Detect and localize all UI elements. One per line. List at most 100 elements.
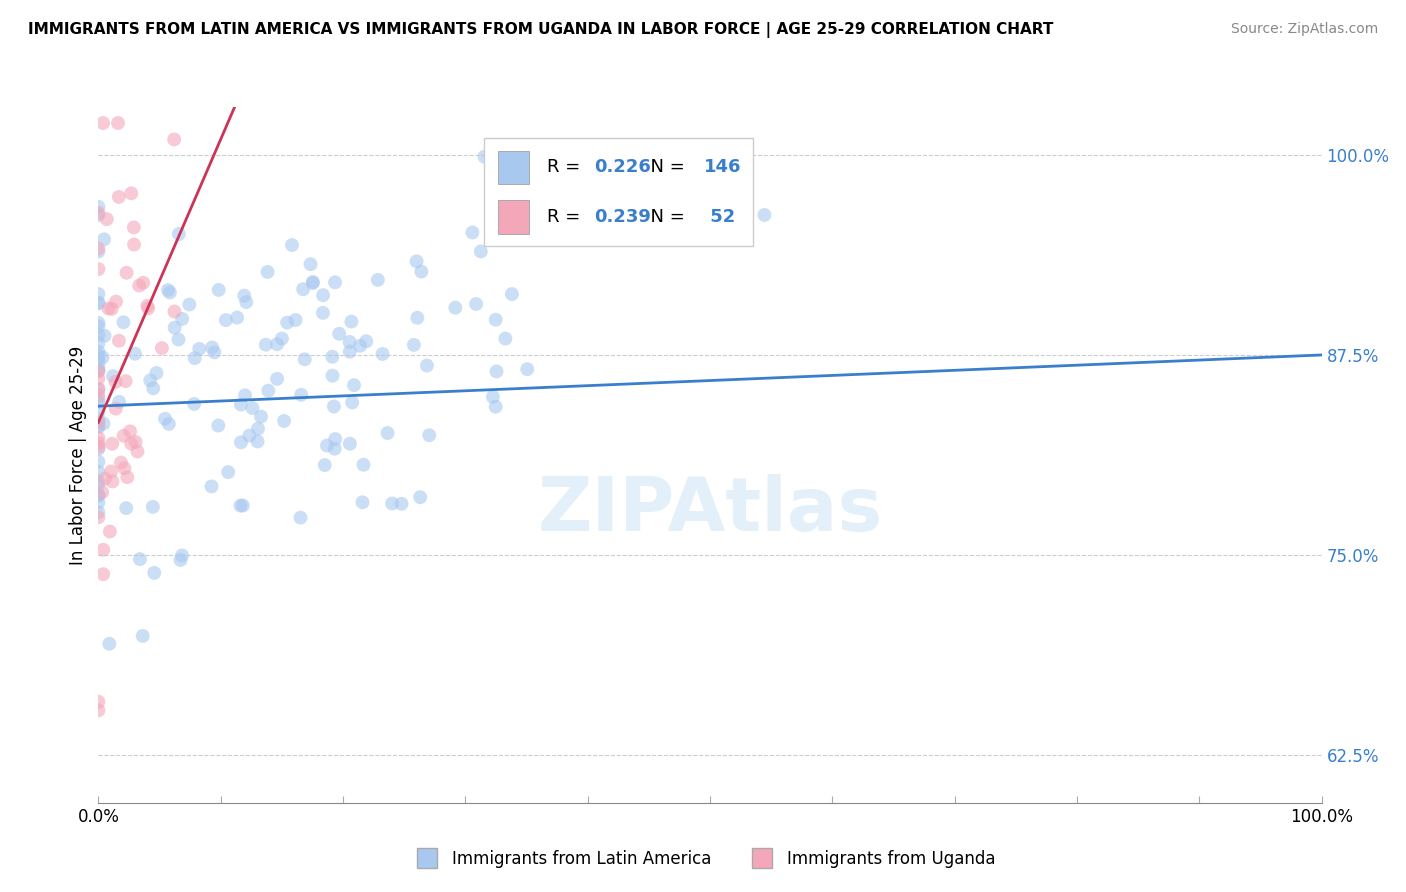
Point	[87, 510, 110, 524]
Point	[87, 488, 110, 502]
Point	[104, 401, 127, 416]
Point	[229, 397, 252, 411]
Point	[470, 244, 492, 259]
Point	[200, 479, 222, 493]
Point	[122, 237, 145, 252]
Point	[323, 275, 346, 289]
Point	[87, 695, 110, 709]
Point	[87, 357, 110, 371]
Point	[167, 227, 190, 241]
Point	[316, 438, 339, 452]
Point	[87, 352, 110, 367]
Point	[91, 542, 114, 557]
Point	[179, 297, 201, 311]
Point	[87, 244, 110, 259]
Point	[339, 334, 361, 349]
Point	[98, 524, 121, 539]
Point	[87, 316, 110, 330]
Point	[128, 278, 150, 293]
Point	[87, 328, 110, 343]
Point	[201, 341, 224, 355]
Point	[108, 394, 131, 409]
Point	[217, 465, 239, 479]
Point	[207, 418, 229, 433]
Point	[120, 436, 142, 450]
Point	[371, 347, 394, 361]
Text: 0.239: 0.239	[593, 208, 651, 226]
Point	[238, 428, 260, 442]
Point	[163, 320, 186, 334]
Point	[170, 549, 193, 563]
Point	[87, 455, 110, 469]
Point	[381, 496, 404, 510]
Point	[343, 378, 366, 392]
Point	[87, 336, 110, 351]
Point	[93, 328, 115, 343]
Point	[233, 288, 256, 302]
Point	[115, 266, 138, 280]
Point	[340, 314, 363, 328]
Point	[143, 566, 166, 580]
Point	[202, 345, 225, 359]
Point	[87, 505, 110, 519]
Point	[163, 132, 186, 146]
Point	[474, 150, 496, 164]
Point	[276, 316, 298, 330]
Point	[87, 383, 110, 397]
Point	[159, 285, 181, 300]
Point	[91, 485, 114, 500]
Point	[87, 440, 110, 454]
Point	[87, 488, 110, 502]
Point	[284, 313, 307, 327]
Point	[416, 359, 439, 373]
Point	[292, 282, 315, 296]
Point	[100, 301, 122, 316]
Point	[117, 470, 139, 484]
Text: 146: 146	[704, 159, 741, 177]
Point	[754, 208, 776, 222]
Point	[229, 435, 252, 450]
Point	[323, 400, 346, 414]
Point	[112, 429, 135, 443]
Point	[391, 497, 413, 511]
Point	[136, 301, 159, 316]
Point	[301, 276, 323, 290]
Point	[281, 238, 304, 252]
Text: 52: 52	[704, 208, 735, 226]
Point	[87, 319, 110, 334]
Point	[257, 384, 280, 398]
Point	[87, 287, 110, 301]
Point	[232, 499, 254, 513]
Point	[142, 500, 165, 514]
Point	[87, 465, 110, 479]
Point	[271, 332, 294, 346]
Point	[107, 116, 129, 130]
Point	[250, 409, 273, 424]
Text: N =: N =	[640, 208, 690, 226]
Point	[377, 425, 399, 440]
Point	[124, 347, 146, 361]
Point	[87, 442, 110, 456]
Point	[461, 226, 484, 240]
Point	[246, 422, 269, 436]
Y-axis label: In Labor Force | Age 25-29: In Labor Force | Age 25-29	[69, 345, 87, 565]
Point	[314, 458, 336, 472]
Point	[226, 310, 249, 325]
Point	[108, 190, 131, 204]
Point	[127, 444, 149, 458]
Point	[242, 401, 264, 415]
Point	[354, 334, 377, 349]
Point	[87, 703, 110, 717]
Point	[501, 287, 523, 301]
Point	[256, 265, 278, 279]
Text: ZIPAtlas: ZIPAtlas	[537, 474, 883, 547]
Point	[208, 283, 231, 297]
FancyBboxPatch shape	[484, 138, 752, 246]
Point	[294, 352, 316, 367]
Point	[129, 552, 152, 566]
Point	[91, 116, 114, 130]
Bar	[498, 151, 529, 184]
Point	[87, 431, 110, 445]
Point	[115, 501, 138, 516]
Point	[340, 395, 363, 409]
